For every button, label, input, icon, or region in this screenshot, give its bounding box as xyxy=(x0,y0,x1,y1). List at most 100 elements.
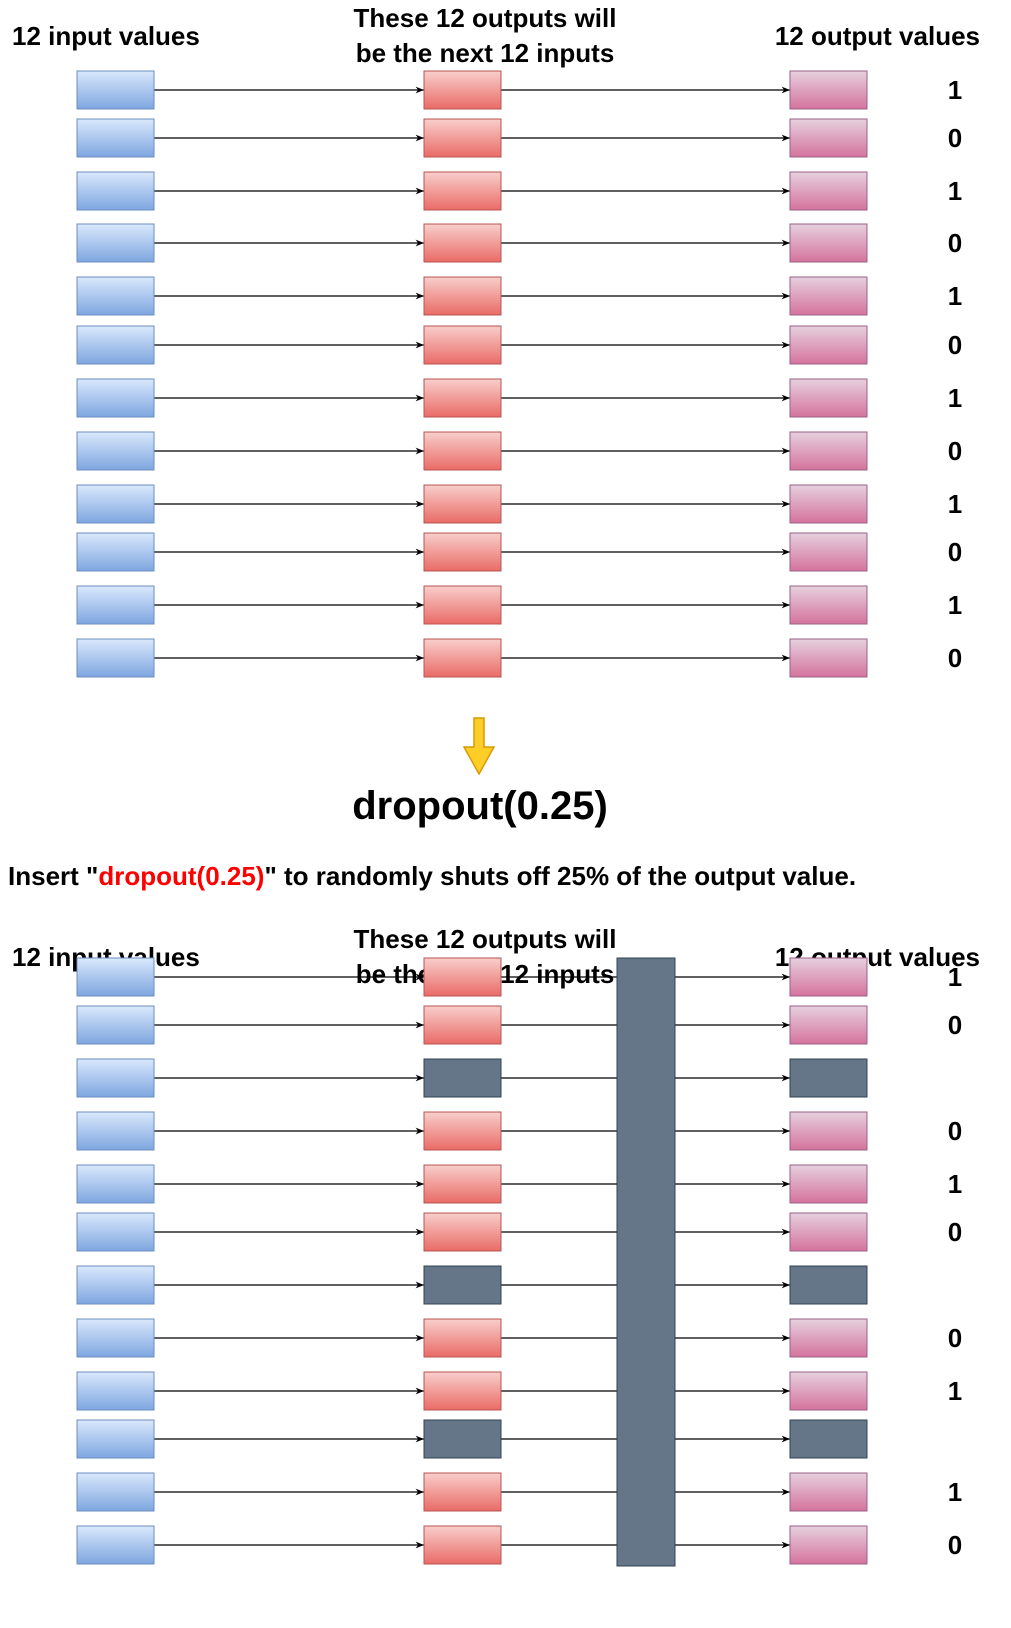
output-value-label: 0 xyxy=(948,643,962,673)
output-value-label: 0 xyxy=(948,1323,962,1353)
input-node xyxy=(76,1058,155,1098)
output-value-label: 1 xyxy=(948,1169,962,1199)
hidden-node xyxy=(423,118,502,158)
output-value-label: 0 xyxy=(948,537,962,567)
network-row: 1 xyxy=(76,276,962,316)
network-row: 0 xyxy=(76,431,962,471)
input-node xyxy=(76,223,155,263)
dropped-hidden-node xyxy=(423,1058,502,1098)
network-row: 1 xyxy=(76,1371,962,1411)
output-node xyxy=(789,1212,868,1252)
bottom-network-rows: 1 0 0 1 0 0 1 1 0 xyxy=(76,957,962,1567)
hidden-node xyxy=(423,585,502,625)
hidden-node xyxy=(423,532,502,572)
network-row: 1 xyxy=(76,171,962,211)
top-hidden-header-line2: be the next 12 inputs xyxy=(356,38,615,68)
hidden-node xyxy=(423,1005,502,1045)
output-value-label: 1 xyxy=(948,489,962,519)
output-value-label: 0 xyxy=(948,1010,962,1040)
hidden-node xyxy=(423,325,502,365)
output-node xyxy=(789,1371,868,1411)
network-row: 0 xyxy=(76,1005,962,1045)
input-node xyxy=(76,638,155,678)
down-arrow-icon xyxy=(462,717,496,776)
dropped-hidden-node xyxy=(423,1419,502,1459)
output-node xyxy=(789,1005,868,1045)
output-node xyxy=(789,378,868,418)
network-row: 1 xyxy=(76,1472,962,1512)
output-node xyxy=(789,585,868,625)
dropout-layer-block xyxy=(616,957,676,1567)
top-input-header: 12 input values xyxy=(12,21,200,51)
input-node xyxy=(76,276,155,316)
network-row: 0 xyxy=(76,638,962,678)
output-value-label: 0 xyxy=(948,1217,962,1247)
output-value-label: 0 xyxy=(948,1116,962,1146)
input-node xyxy=(76,957,155,997)
hidden-node xyxy=(423,1371,502,1411)
input-node xyxy=(76,585,155,625)
hidden-node xyxy=(423,1318,502,1358)
network-row: 1 xyxy=(76,957,962,997)
output-node xyxy=(789,1525,868,1565)
network-row: 0 xyxy=(76,532,962,572)
dropped-output-node xyxy=(789,1265,868,1305)
output-node xyxy=(789,957,868,997)
network-row: 0 xyxy=(76,1111,962,1151)
output-value-label: 1 xyxy=(948,1477,962,1507)
hidden-node xyxy=(423,1472,502,1512)
network-row: 0 xyxy=(76,325,962,365)
input-node xyxy=(76,1472,155,1512)
hidden-node xyxy=(423,70,502,110)
output-node xyxy=(789,1111,868,1151)
output-value-label: 0 xyxy=(948,436,962,466)
note-suffix: " to randomly shuts off 25% of the outpu… xyxy=(264,861,856,891)
output-node xyxy=(789,70,868,110)
top-hidden-header-line1: These 12 outputs will xyxy=(354,3,617,33)
input-node xyxy=(76,1212,155,1252)
network-row xyxy=(76,1419,868,1459)
input-node xyxy=(76,378,155,418)
dropout-label: dropout(0.25) xyxy=(352,784,608,828)
input-node xyxy=(76,1525,155,1565)
dropout-note: Insert "dropout(0.25)" to randomly shuts… xyxy=(8,861,856,891)
hidden-node xyxy=(423,638,502,678)
input-node xyxy=(76,431,155,471)
output-node xyxy=(789,171,868,211)
input-node xyxy=(76,532,155,572)
input-node xyxy=(76,325,155,365)
top-output-header: 12 output values xyxy=(775,21,980,51)
output-value-label: 0 xyxy=(948,228,962,258)
note-prefix: Insert " xyxy=(8,861,98,891)
hidden-node xyxy=(423,1111,502,1151)
input-node xyxy=(76,484,155,524)
output-value-label: 1 xyxy=(948,1376,962,1406)
output-node xyxy=(789,223,868,263)
output-node xyxy=(789,532,868,572)
input-node xyxy=(76,1005,155,1045)
dropped-hidden-node xyxy=(423,1265,502,1305)
network-row xyxy=(76,1058,868,1098)
hidden-node xyxy=(423,484,502,524)
output-node xyxy=(789,484,868,524)
network-row: 0 xyxy=(76,223,962,263)
output-node xyxy=(789,638,868,678)
hidden-node xyxy=(423,1525,502,1565)
hidden-node xyxy=(423,1164,502,1204)
output-node xyxy=(789,118,868,158)
network-row: 1 xyxy=(76,484,962,524)
network-row: 0 xyxy=(76,1318,962,1358)
input-node xyxy=(76,171,155,211)
input-node xyxy=(76,118,155,158)
output-value-label: 1 xyxy=(948,383,962,413)
dropped-output-node xyxy=(789,1058,868,1098)
hidden-node xyxy=(423,957,502,997)
output-value-label: 1 xyxy=(948,75,962,105)
top-network-rows: 1 0 1 0 1 0 1 0 1 0 1 0 xyxy=(76,70,962,678)
output-node xyxy=(789,325,868,365)
output-value-label: 1 xyxy=(948,962,962,992)
hidden-node xyxy=(423,223,502,263)
output-value-label: 0 xyxy=(948,330,962,360)
input-node xyxy=(76,1265,155,1305)
